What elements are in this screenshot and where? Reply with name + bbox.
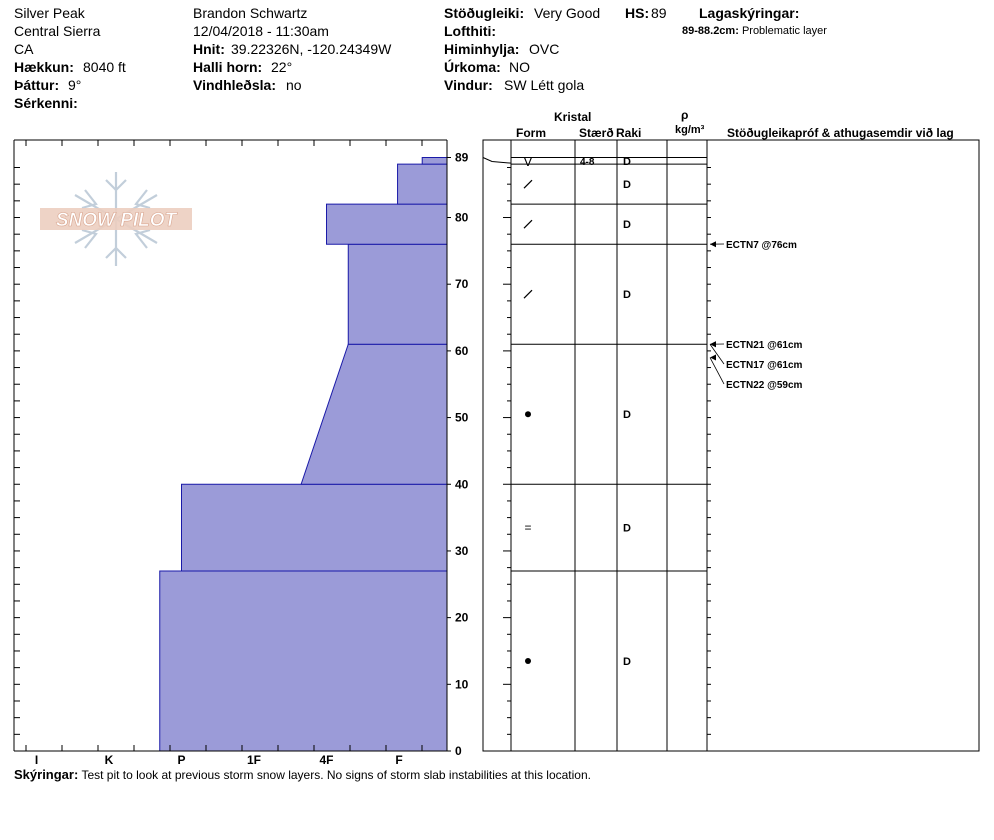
coords-label: Hnit: <box>193 41 225 57</box>
hardness-segment <box>181 483 448 572</box>
x-tick-label: P <box>177 753 185 767</box>
y-tick-label: 0 <box>455 744 462 758</box>
y-tick-label: 50 <box>455 411 469 425</box>
hardness-segment <box>326 203 448 245</box>
x-tick-label: 1F <box>247 753 261 767</box>
grain-form-mark <box>525 411 531 418</box>
rho-header: ρ <box>681 108 689 122</box>
moisture-label: D <box>623 289 631 301</box>
grain-form-mark <box>523 179 533 189</box>
moisture-label: D <box>623 179 631 191</box>
logo-text: SNOW PILOT <box>56 210 178 231</box>
wind-label: Vindur: <box>444 77 493 93</box>
slope-label: Halli horn: <box>193 59 263 75</box>
grain-form-mark <box>523 219 533 229</box>
stability-label: Stöðugleiki: <box>444 5 525 21</box>
y-tick-label: 70 <box>455 277 469 291</box>
x-tick-label: F <box>395 753 402 767</box>
aspect-value: 9° <box>68 77 82 93</box>
state: CA <box>14 41 34 57</box>
footer-text: Test pit to look at previous storm snow … <box>81 768 591 782</box>
hardness-segment <box>159 570 448 752</box>
special-label: Sérkenni: <box>14 95 78 111</box>
hardness-segment <box>347 243 448 345</box>
table-frame <box>482 139 980 752</box>
windload-label: Vindhleðsla: <box>193 77 276 93</box>
x-tick-label: K <box>105 753 114 767</box>
test-label: ECTN7 @76cm <box>726 240 797 251</box>
size-header: Stærð <box>579 126 614 140</box>
test-arrowhead <box>710 354 716 361</box>
precip-value: NO <box>509 59 530 75</box>
y-tick-label: 10 <box>455 677 469 691</box>
y-tick-label: 40 <box>455 477 469 491</box>
test-arrow <box>709 343 725 365</box>
aspect-label: Þáttur: <box>14 77 60 93</box>
moisture-header: Raki <box>616 126 642 140</box>
hs-label: HS: <box>625 5 650 21</box>
top-layer-leader <box>482 157 512 164</box>
test-arrowhead <box>710 241 716 248</box>
crystal-header: Kristal <box>554 110 592 124</box>
test-label: ECTN22 @59cm <box>726 380 803 391</box>
grain-size-label: 4-8 <box>580 157 595 168</box>
footer-label: Skýringar: <box>14 767 79 782</box>
test-arrow <box>709 357 725 385</box>
moisture-label: D <box>623 656 631 668</box>
test-label: ECTN17 @61cm <box>726 360 803 371</box>
elevation-label: Hækkun: <box>14 59 74 75</box>
layer-note: 89-88.2cm: Problematic layer <box>682 25 827 37</box>
layer-notes-label: Lagaskýringar: <box>699 5 800 21</box>
x-tick-label: I <box>35 753 38 767</box>
moisture-label: D <box>623 523 631 535</box>
slope-value: 22° <box>271 59 293 75</box>
grain-form-mark <box>525 657 531 664</box>
y-tick-label: 20 <box>455 611 469 625</box>
elevation-value: 8040 ft <box>83 59 126 75</box>
test-arrowhead <box>710 341 716 348</box>
y-tick-label: 80 <box>455 211 469 225</box>
y-tick-label: 89 <box>455 151 469 165</box>
observer: Brandon Schwartz <box>193 5 308 21</box>
moisture-label: D <box>623 409 631 421</box>
hs-value: 89 <box>651 5 667 21</box>
grain-form-mark <box>523 289 533 299</box>
windload-value: no <box>286 77 302 93</box>
datetime: 12/04/2018 - 11:30am <box>193 23 329 39</box>
layer-note-text: Problematic layer <box>741 25 827 37</box>
footer: Skýringar: Test pit to look at previous … <box>14 766 591 784</box>
x-tick-label: 4F <box>319 753 333 767</box>
coords-value: 39.22326N, -120.24349W <box>231 41 392 57</box>
airtemp-label: Lofthiti: <box>444 23 497 39</box>
form-header: Form <box>516 126 546 140</box>
hardness-segment <box>300 343 448 485</box>
sky-label: Himinhylja: <box>444 41 520 57</box>
grain-form-mark: = <box>524 521 531 535</box>
y-tick-label: 60 <box>455 344 469 358</box>
moisture-label: D <box>623 156 631 168</box>
precip-label: Úrkoma: <box>444 59 501 75</box>
y-tick-label: 30 <box>455 544 469 558</box>
test-label: ECTN21 @61cm <box>726 340 803 351</box>
tests-header: Stöðugleikapróf & athugasemdir við lag <box>727 126 954 140</box>
grain-form-mark: V <box>524 154 533 169</box>
moisture-label: D <box>623 219 631 231</box>
wind-value: SW Létt gola <box>504 77 585 93</box>
sky-value: OVC <box>529 41 560 57</box>
snow-pilot-logo <box>40 172 192 266</box>
stability-value: Very Good <box>534 5 601 21</box>
hardness-segment <box>397 163 448 205</box>
layer-note-range: 89-88.2cm: <box>682 25 739 37</box>
hardness-segment <box>421 157 448 165</box>
range: Central Sierra <box>14 23 101 39</box>
density-unit-header: kg/m³ <box>675 124 705 136</box>
location: Silver Peak <box>14 5 85 21</box>
